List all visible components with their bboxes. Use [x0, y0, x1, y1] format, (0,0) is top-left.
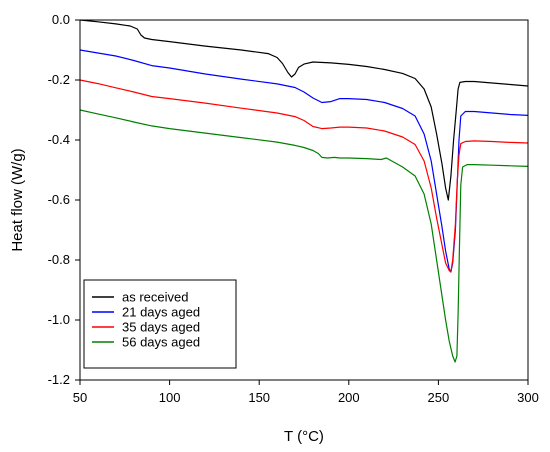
- series-line-2: [79, 49, 529, 273]
- y-axis-label: Heat flow (W/g): [9, 148, 26, 251]
- x-tick-label: 100: [159, 390, 181, 405]
- tick-labels: 50 100 150 200 250 300 0.0 -0.2 -0.4 -0.6 -0.8 -1.0…: [48, 12, 539, 405]
- series-lines: [79, 19, 529, 363]
- x-tick-label: 200: [338, 390, 360, 405]
- x-tick-label: 150: [248, 390, 270, 405]
- y-tick-label: -0.6: [48, 192, 70, 207]
- series-line-3: [79, 79, 529, 273]
- legend-label-1: as received: [122, 290, 188, 305]
- legend-label-4: 56 days aged: [122, 335, 200, 350]
- plot-frame: [79, 19, 529, 381]
- legend-label-3: 35 days aged: [122, 320, 200, 335]
- x-axis-label: T (°C): [284, 428, 324, 445]
- y-tick-label: -1.0: [48, 312, 70, 327]
- legend-box: [83, 279, 237, 369]
- y-tick-label: 0.0: [52, 12, 70, 27]
- x-tick-label: 50: [73, 390, 87, 405]
- y-tick-label: -0.2: [48, 72, 70, 87]
- y-tick-label: -0.4: [48, 132, 70, 147]
- axis-ticks: [75, 19, 529, 385]
- x-tick-label: 250: [428, 390, 450, 405]
- series-line-4: [79, 109, 529, 363]
- x-tick-label: 300: [517, 390, 539, 405]
- series-line-1: [79, 19, 529, 201]
- y-tick-label: -1.2: [48, 372, 70, 387]
- legend-label-2: 21 days aged: [122, 305, 200, 320]
- y-tick-label: -0.8: [48, 252, 70, 267]
